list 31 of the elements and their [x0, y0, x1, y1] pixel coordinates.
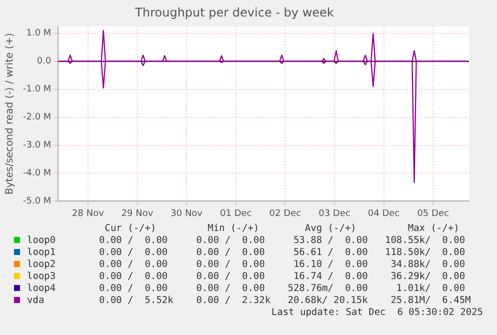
y-tick-label: 0.0: [36, 56, 52, 67]
text: 0.00 / 0.00 0.00 / 0.00 56.61 / 0.00 118.50k/ 0.00: [99, 246, 466, 258]
y-tick-label: -3.0 M: [23, 140, 52, 151]
x-tick-label: 01 Dec: [220, 208, 252, 219]
text: 0.00 / 0.00 0.00 / 0.00 53.88 / 0.00 108.55k/ 0.00: [99, 234, 466, 246]
x-tick-label: 28 Nov: [72, 208, 105, 219]
y-tick-label: -1.0 M: [23, 84, 52, 95]
text: Cur (-/+) Min (-/+) Avg (-/+) Max (-/+): [104, 222, 460, 234]
legend-label: loop0: [27, 234, 57, 246]
y-axis-title: Bytes/second read (-) / write (+): [4, 32, 16, 195]
y-tick-label: -4.0 M: [23, 168, 52, 179]
x-tick-label: 02 Dec: [269, 208, 302, 219]
legend-label: loop3: [27, 270, 57, 282]
y-tick-label: -2.0 M: [23, 112, 52, 123]
x-tick-label: 30 Nov: [170, 208, 204, 219]
text: 0.00 / 0.00 0.00 / 0.00 16.74 / 0.00 36.29k/ 0.00: [99, 270, 466, 282]
legend-label: vda: [27, 294, 46, 306]
legend-label: loop1: [27, 246, 57, 258]
x-tick-label: 04 Dec: [368, 208, 400, 219]
legend-label: loop4: [27, 282, 57, 294]
text: 0.00 / 0.00 0.00 / 0.00 528.76m/ 0.00 1.01k/ 0.00: [99, 282, 466, 294]
text: 0.00 / 5.52k 0.00 / 2.32k 20.68k/ 20.15k 25.81M/ 6.45M: [99, 294, 471, 306]
x-tick-label: 03 Dec: [318, 208, 350, 219]
x-tick-label: 29 Nov: [121, 208, 154, 219]
x-tick-label: 05 Dec: [417, 208, 449, 219]
text: 0.00 / 0.00 0.00 / 0.00 16.10 / 0.00 34.88k/ 0.00: [99, 258, 466, 270]
y-tick-label: 1.0 M: [26, 28, 52, 39]
text: Last update: Sat Dec 6 05:30:02 2025: [271, 306, 483, 318]
legend-label: loop2: [27, 258, 57, 270]
chart-title: Throughput per device - by week: [134, 5, 334, 20]
y-tick-label: -5.0 M: [23, 196, 52, 207]
